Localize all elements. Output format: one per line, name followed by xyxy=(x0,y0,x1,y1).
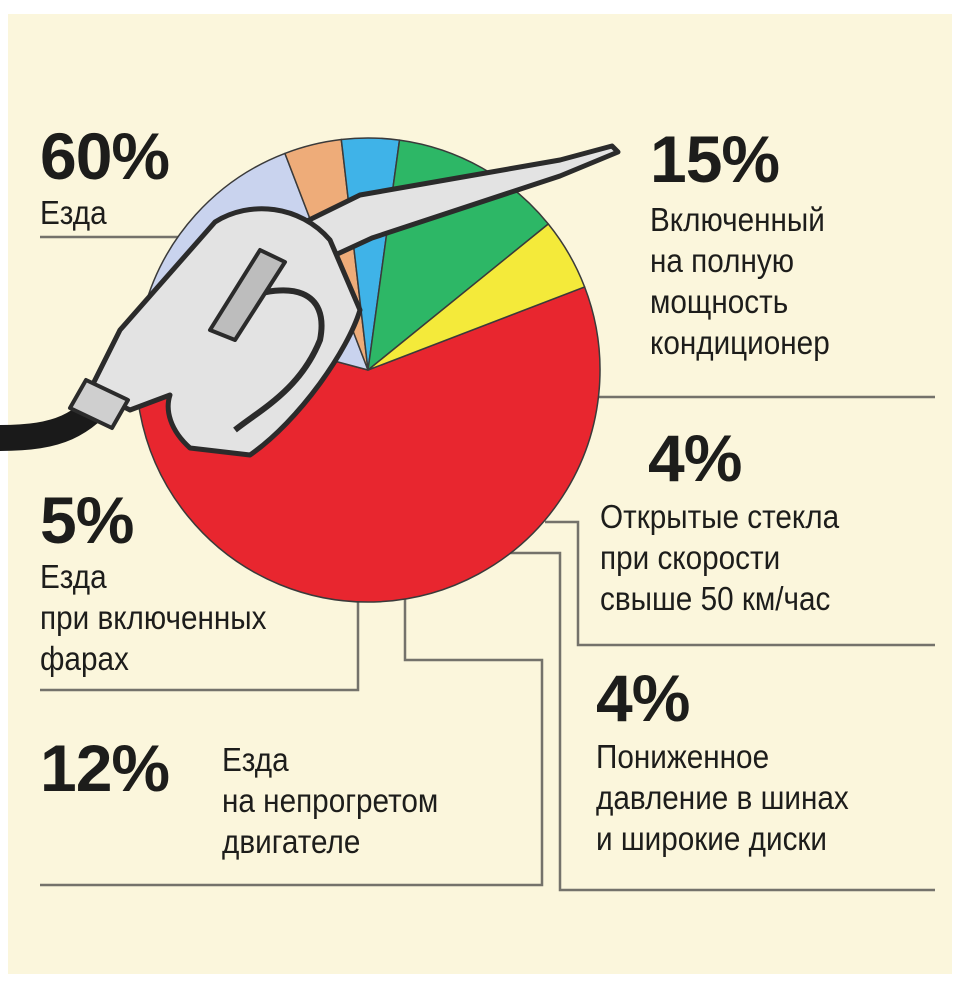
slice-percent-15: 15% xyxy=(650,122,780,196)
slice-description-5: Езда при включенных фарах xyxy=(40,558,267,677)
slice-description-4-tires: Пониженное давление в шинах и широкие ди… xyxy=(596,738,849,857)
slice-description-4-windows: Открытые стекла при скорости свыше 50 км… xyxy=(600,497,866,620)
slice-label-12: 12% xyxy=(40,731,170,805)
slice-percent-12: 12% xyxy=(40,731,170,805)
leader-line-4-tires xyxy=(495,551,935,892)
fuel-nozzle-illustration xyxy=(0,143,621,458)
slice-percent-4-tires: 4% xyxy=(596,661,690,735)
slice-description-4-windows-text: Открытые стекла при скорости свыше 50 км… xyxy=(600,498,840,617)
slice-percent-5: 5% xyxy=(40,483,134,557)
slice-label-4-tires: 4% Пониженное давление в шинах и широкие… xyxy=(596,665,877,860)
slice-description-60: Езда xyxy=(40,194,107,231)
leader-line-4-windows xyxy=(545,520,935,647)
pie-slice-5 xyxy=(367,223,586,371)
slice-label-4-windows: 4% xyxy=(648,421,742,495)
nozzle-handle-grip xyxy=(208,248,287,342)
slice-label-15: 15% Включенный на полную мощность кондиц… xyxy=(650,126,850,364)
slice-percent-4-windows: 4% xyxy=(648,421,742,495)
slice-description-15: Включенный на полную мощность кондиционе… xyxy=(650,201,830,361)
slice-description-12: Езда на непрогретом двигателе xyxy=(222,740,462,863)
nozzle-collar xyxy=(68,378,130,430)
slice-percent-60: 60% xyxy=(40,119,170,193)
leader-line-12 xyxy=(40,598,544,887)
slice-label-5: 5% Езда при включенных фарах xyxy=(40,487,292,680)
slice-label-60: 60% Езда xyxy=(40,119,170,234)
nozzle-trigger-guard xyxy=(233,287,325,433)
slice-description-12-text: Езда на непрогретом двигателе xyxy=(222,741,439,860)
leader-lines xyxy=(40,235,935,892)
